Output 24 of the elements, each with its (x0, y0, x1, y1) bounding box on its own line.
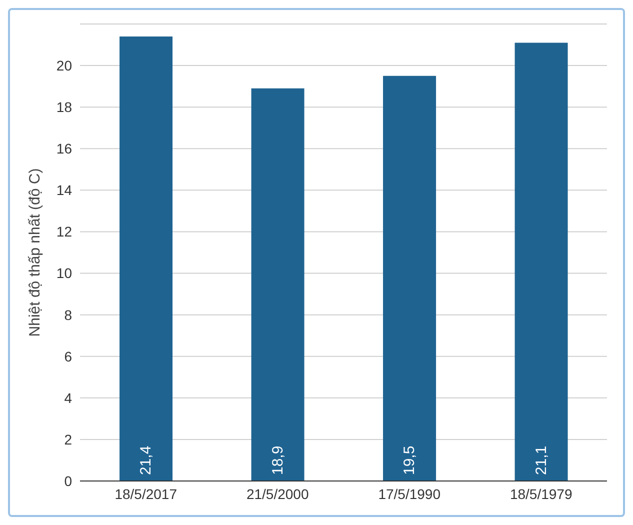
y-axis-title: Nhiệt độ thấp nhất (độ C) (26, 168, 44, 337)
data-label: 21,1 (532, 446, 550, 475)
x-tick-label: 17/5/1990 (378, 486, 441, 502)
y-tick-label: 0 (64, 472, 72, 489)
y-tick-label: 16 (56, 140, 72, 157)
y-tick-label: 14 (56, 182, 72, 198)
data-label: 19,5 (401, 446, 418, 475)
y-tick-label: 12 (56, 224, 72, 240)
data-label: 18,9 (269, 446, 286, 475)
data-label: 21,4 (138, 446, 155, 475)
y-tick-label: 8 (64, 306, 72, 323)
y-tick-label: 6 (64, 348, 72, 364)
y-tick-label: 18 (56, 99, 72, 116)
y-tick-label: 20 (56, 58, 72, 74)
bar (514, 42, 568, 481)
y-tick-label: 2 (64, 431, 72, 448)
bar (120, 36, 173, 481)
x-tick-label: 21/5/2000 (246, 486, 309, 502)
x-tick-label: 18/5/2017 (114, 486, 178, 502)
y-tick-label: 10 (56, 265, 72, 282)
bar (383, 76, 436, 481)
y-tick-label: 4 (64, 390, 72, 406)
x-tick-label: 18/5/1979 (510, 486, 572, 502)
bar (251, 88, 304, 481)
